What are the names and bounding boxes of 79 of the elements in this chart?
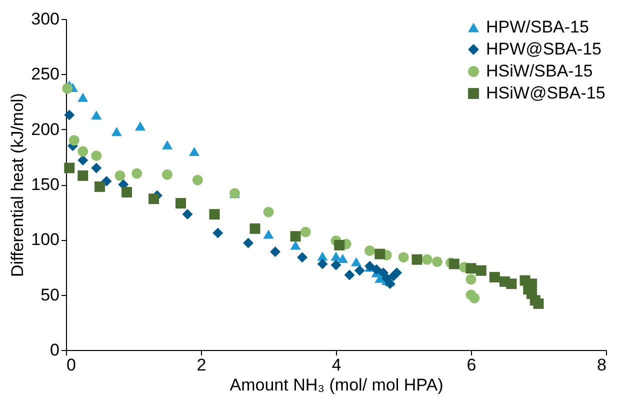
point [466, 263, 476, 274]
point [122, 186, 132, 198]
point [91, 150, 102, 162]
point [351, 257, 362, 266]
point [263, 206, 274, 218]
point [506, 278, 517, 290]
y-tick-label: 250 [31, 64, 60, 84]
point [334, 240, 345, 250]
y-tick-label: 0 [50, 340, 60, 360]
x-tick-label: 0 [66, 356, 76, 374]
point [466, 274, 476, 285]
point [344, 270, 355, 280]
point [338, 254, 348, 263]
point [354, 265, 365, 276]
point [263, 230, 274, 239]
point [176, 198, 186, 208]
point [162, 140, 172, 150]
point [466, 290, 476, 300]
point [290, 231, 301, 242]
point [114, 170, 126, 181]
point [330, 252, 342, 261]
legend-label: HSiW@SBA-15 [486, 84, 606, 102]
point [398, 252, 409, 263]
point [212, 228, 224, 238]
y-tick-label: 100 [31, 230, 60, 250]
point [62, 83, 73, 94]
point [111, 127, 122, 136]
y-axis-title: Differential heat (kJ/mol) [8, 93, 28, 277]
point [189, 146, 200, 156]
point [371, 264, 382, 275]
point [250, 223, 260, 234]
point [330, 260, 342, 270]
point [135, 121, 146, 131]
y-tick-label: 50 [40, 285, 60, 304]
y-tick-label: 300 [31, 10, 60, 28]
point [412, 254, 422, 265]
point [68, 135, 80, 146]
x-tick-label: 2 [196, 356, 206, 374]
point [533, 298, 544, 309]
point [78, 146, 88, 157]
point [297, 252, 308, 263]
x-tick-label: 4 [332, 356, 342, 374]
point [290, 240, 301, 250]
point [101, 176, 112, 186]
point [364, 245, 375, 256]
point [489, 272, 500, 282]
point [374, 274, 386, 283]
x-axis-title: Amount NH₃ (mol/ mol HPA) [230, 376, 444, 394]
point [209, 209, 220, 220]
point [432, 256, 442, 267]
point [422, 254, 432, 265]
point [374, 248, 386, 260]
point [270, 246, 280, 258]
point [78, 92, 88, 102]
point [78, 170, 88, 181]
point [64, 110, 75, 120]
point [91, 162, 102, 174]
point [448, 258, 460, 270]
x-tick-label: 8 [597, 356, 606, 374]
legend-label: HPW/SBA-15 [486, 18, 589, 36]
point [476, 265, 486, 276]
point [300, 226, 311, 238]
point [148, 194, 159, 204]
point [182, 209, 193, 220]
point [94, 181, 105, 192]
x-tick-label: 6 [466, 356, 476, 374]
point [384, 278, 396, 290]
point [91, 110, 102, 120]
y-tick-label: 200 [31, 120, 60, 139]
y-tick-label: 150 [31, 175, 60, 194]
point [392, 268, 402, 278]
legend-label: HPW@SBA-15 [486, 40, 602, 58]
point [132, 168, 142, 179]
point [243, 238, 254, 248]
point [162, 169, 172, 180]
point [317, 258, 328, 270]
point [192, 174, 203, 186]
point [64, 162, 75, 174]
legend-label: HSiW/SBA-15 [486, 62, 593, 80]
